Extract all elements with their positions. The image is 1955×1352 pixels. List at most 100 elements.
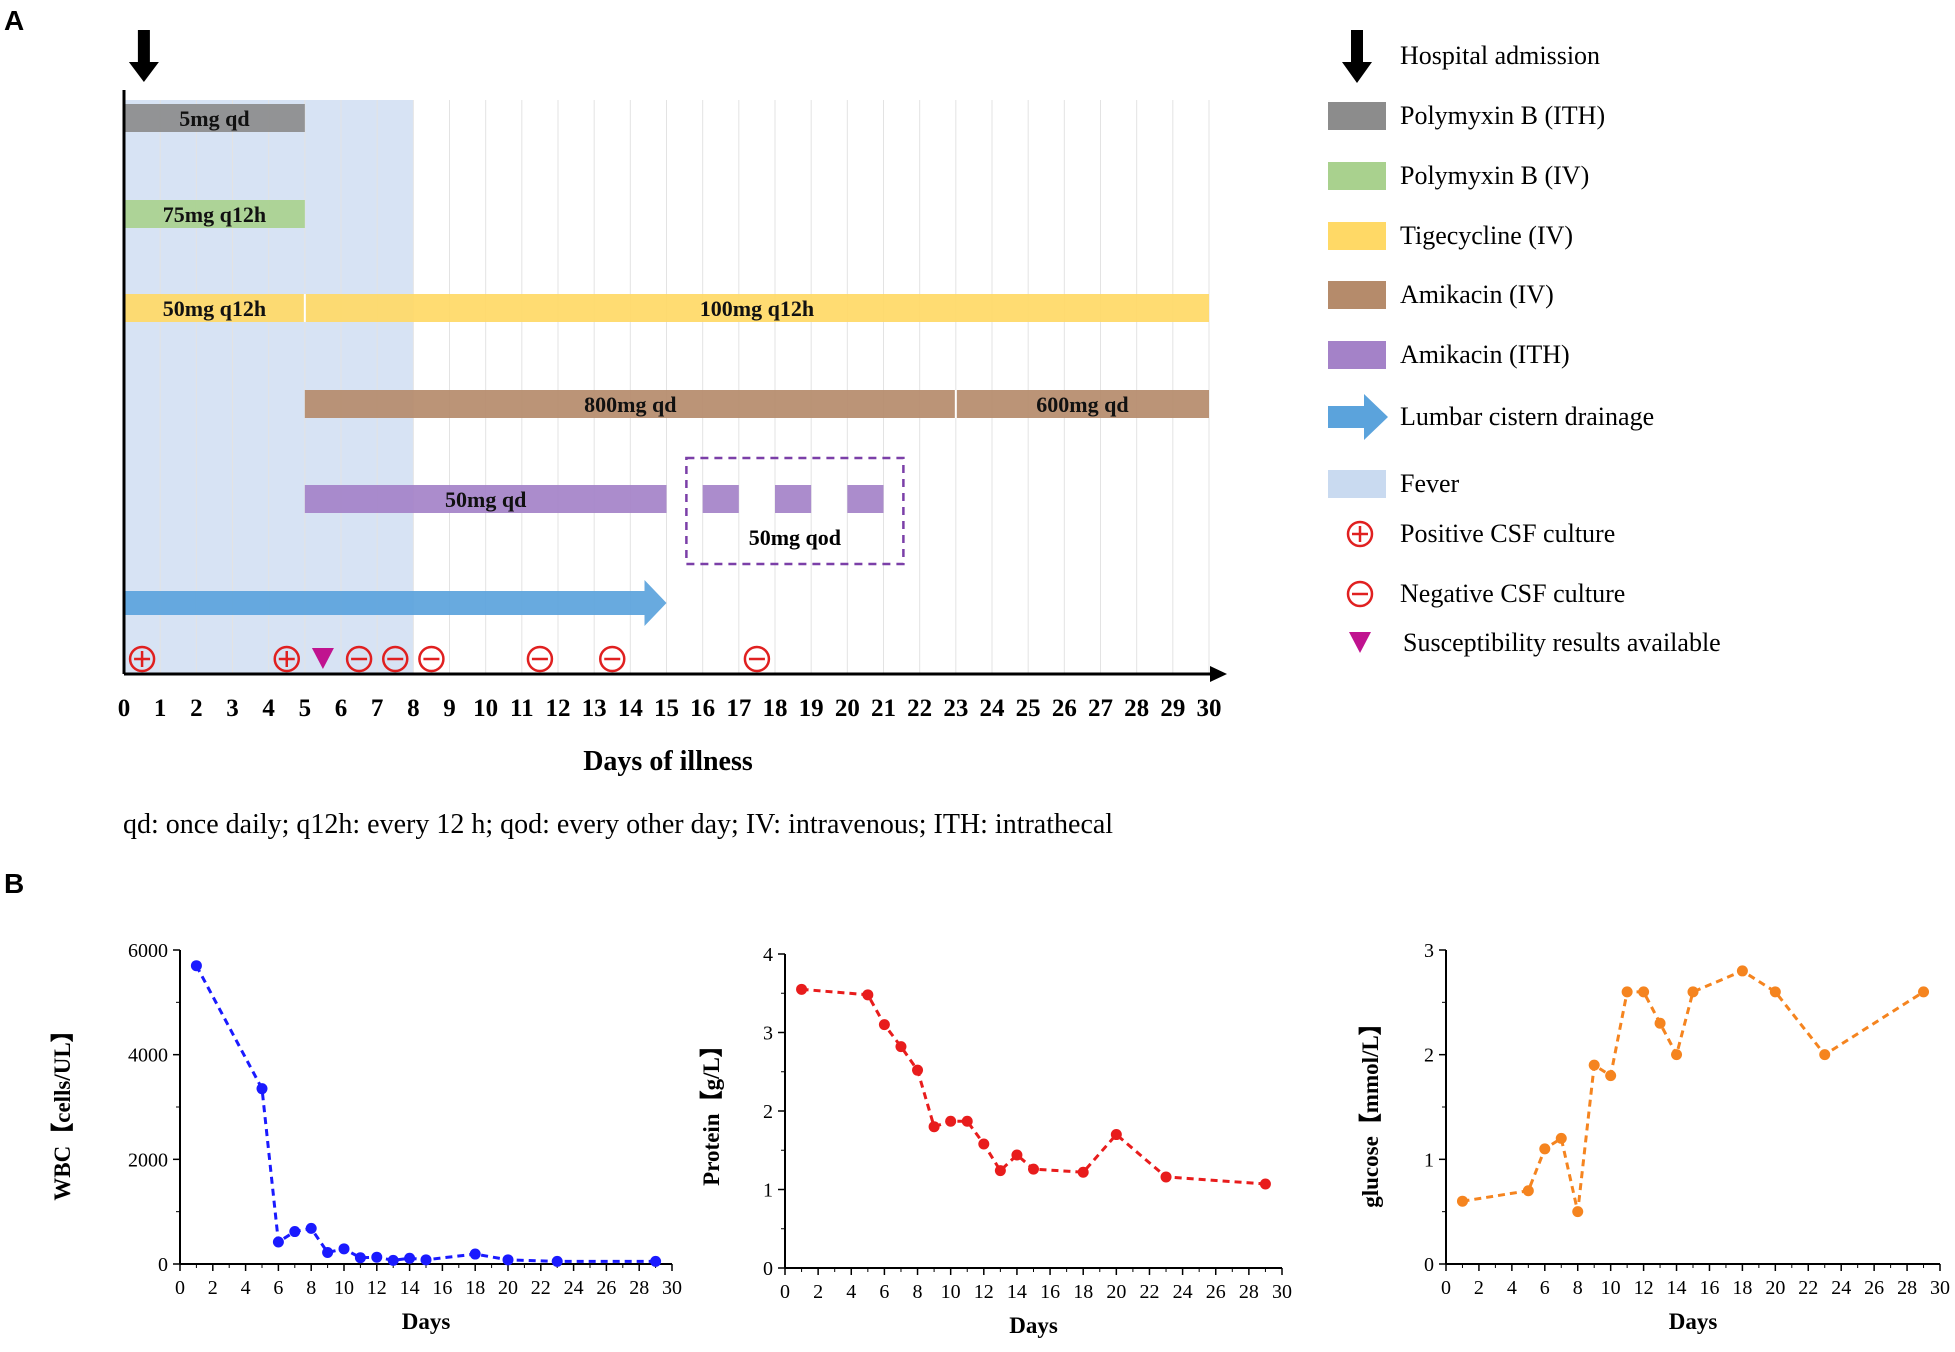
x-tick-label: 26 xyxy=(1206,1281,1226,1303)
legend-label-admission: Hospital admission xyxy=(1400,41,1600,70)
dose-label: 50mg qd xyxy=(445,487,526,512)
x-tick-label: 6 xyxy=(1540,1277,1550,1299)
y-tick-label: 3 xyxy=(1424,940,1434,962)
x-tick-label: 26 xyxy=(596,1277,616,1299)
dose-label: 50mg q12h xyxy=(163,296,266,321)
timeline-tick-label: 22 xyxy=(907,695,932,722)
dose-bar xyxy=(955,390,1209,418)
data-point xyxy=(1456,1195,1468,1207)
legend-culture-circle xyxy=(1346,580,1374,608)
dose-label: 5mg qd xyxy=(179,106,249,131)
y-tick-label: 0 xyxy=(763,1258,773,1280)
data-point xyxy=(878,1019,890,1031)
data-point xyxy=(912,1064,924,1076)
negative-culture-icon xyxy=(382,645,409,673)
x-tick-label: 28 xyxy=(1897,1277,1917,1299)
protein-chart: 0 2 4 6 8 10 12 14 16 18 20 22 24 26 28 3001234DaysProt… xyxy=(699,944,1292,1338)
dose-bar xyxy=(124,104,305,132)
y-tick-label: 4000 xyxy=(128,1045,168,1067)
x-tick-label: 8 xyxy=(306,1277,316,1299)
x-tick-label: 12 xyxy=(367,1277,387,1299)
x-tick-label: 28 xyxy=(1239,1281,1259,1303)
admission-arrow-icon xyxy=(128,30,159,82)
dose-bar xyxy=(702,485,739,513)
x-tick-label: 20 xyxy=(1765,1277,1785,1299)
y-tick-label: 3 xyxy=(763,1023,773,1045)
timeline-tick-label: 28 xyxy=(1124,695,1149,722)
timeline-tick-label: 3 xyxy=(226,695,239,722)
x-tick-label: 30 xyxy=(662,1277,682,1299)
x-tick-label: 0 xyxy=(780,1281,790,1303)
data-point xyxy=(371,1251,383,1263)
positive-culture-icon xyxy=(128,645,156,673)
culture-circle xyxy=(743,645,771,673)
timeline-axes: 0 1 2 3 4 5 6 7 8 9 10 11 12 13 14 15 16 17 18 19 20 21 22 23 24… xyxy=(118,30,1227,722)
data-point xyxy=(650,1255,662,1267)
data-point xyxy=(190,960,202,972)
data-point xyxy=(289,1226,301,1238)
timeline-panel: A 5mg qd 75mg q12h 50mg q12h 100mg q12h 800m… xyxy=(4,5,1721,840)
x-tick-label: 12 xyxy=(1634,1277,1654,1299)
data-point xyxy=(1769,986,1781,998)
dose-bar xyxy=(304,390,956,418)
timeline-tick-label: 13 xyxy=(582,695,607,722)
y-tick-label: 2 xyxy=(763,1101,773,1123)
timeline-tick-label: 29 xyxy=(1160,695,1185,722)
x-tick-label: 10 xyxy=(334,1277,354,1299)
timeline-tick-label: 8 xyxy=(407,695,420,722)
x-tick-label: 4 xyxy=(1507,1277,1517,1299)
fever-swatch-icon xyxy=(1328,470,1386,498)
series-line xyxy=(801,987,1266,1186)
pmb_ith-swatch-icon xyxy=(1328,102,1386,130)
series-line xyxy=(195,964,656,1263)
dose-label: 800mg qd xyxy=(584,392,676,417)
qod-dashed-frame xyxy=(685,456,905,566)
x-axis-arrowhead xyxy=(1210,666,1227,682)
x-tick-label: 10 xyxy=(941,1281,961,1303)
data-point xyxy=(1110,1129,1122,1141)
x-tick-label: 14 xyxy=(400,1277,420,1299)
negative-culture-icon xyxy=(743,645,771,673)
x-tick-label: 20 xyxy=(498,1277,518,1299)
x-tick-label: 22 xyxy=(1798,1277,1818,1299)
dose-bar xyxy=(124,200,305,228)
dose-bar xyxy=(304,294,1209,322)
dose-label: 75mg q12h xyxy=(163,202,266,227)
series-line xyxy=(1462,969,1925,1212)
x-tick-label: 2 xyxy=(208,1277,218,1299)
legend-label-pos: Positive CSF culture xyxy=(1400,519,1615,548)
legend-label-ami_iv: Amikacin (IV) xyxy=(1400,280,1554,309)
tige-swatch-icon xyxy=(1328,222,1386,250)
timeline-tick-label: 9 xyxy=(443,695,456,722)
timeline-tick-label: 30 xyxy=(1197,695,1222,722)
y-tick-label: 0 xyxy=(158,1254,168,1276)
legend-culture-circle xyxy=(1346,520,1374,548)
timeline-tick-label: 10 xyxy=(473,695,498,722)
x-tick-label: 30 xyxy=(1930,1277,1950,1299)
x-tick-label: 24 xyxy=(564,1277,584,1299)
x-tick-label: 14 xyxy=(1007,1281,1027,1303)
data-point xyxy=(1918,986,1930,998)
x-tick-label: 0 xyxy=(1441,1277,1451,1299)
x-tick-label: 16 xyxy=(1040,1281,1060,1303)
wbc-chart: 0 2 4 6 8 10 12 14 16 18 20 22 24 26 28 300200040006000… xyxy=(50,940,682,1334)
x-tick-label: 16 xyxy=(1699,1277,1719,1299)
data-point xyxy=(1819,1049,1831,1061)
culture-circle xyxy=(128,645,156,673)
legend-label-drain: Lumbar cistern drainage xyxy=(1400,402,1654,431)
timeline-tick-label: 1 xyxy=(154,695,167,722)
timeline-tick-label: 23 xyxy=(943,695,968,722)
y-tick-label: 4 xyxy=(763,944,773,966)
data-point xyxy=(1671,1049,1683,1061)
legend-label-pmb_iv: Polymyxin B (IV) xyxy=(1400,161,1589,190)
timeline-tick-label: 0 xyxy=(118,695,131,722)
data-point xyxy=(1028,1163,1039,1175)
pmb_iv-swatch-icon xyxy=(1328,162,1386,190)
timeline-tick-label: 16 xyxy=(690,695,715,722)
culture-events xyxy=(128,645,771,673)
timeline-tick-label: 25 xyxy=(1016,695,1041,722)
timeline-tick-label: 19 xyxy=(799,695,824,722)
drainage-shaft xyxy=(124,580,667,626)
x-tick-label: 18 xyxy=(1732,1277,1752,1299)
